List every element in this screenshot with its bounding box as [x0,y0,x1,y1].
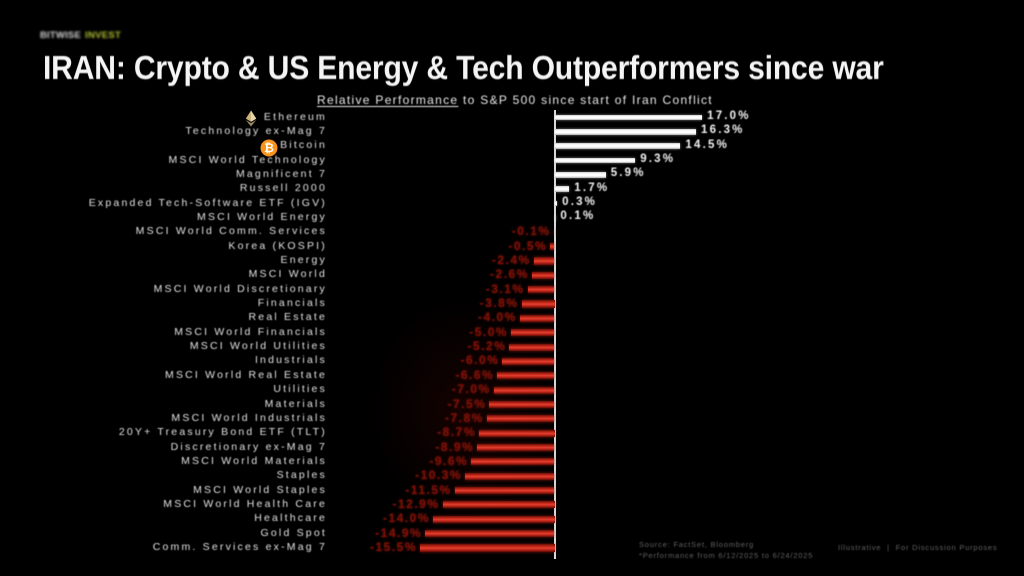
svg-text:₿: ₿ [264,141,274,155]
